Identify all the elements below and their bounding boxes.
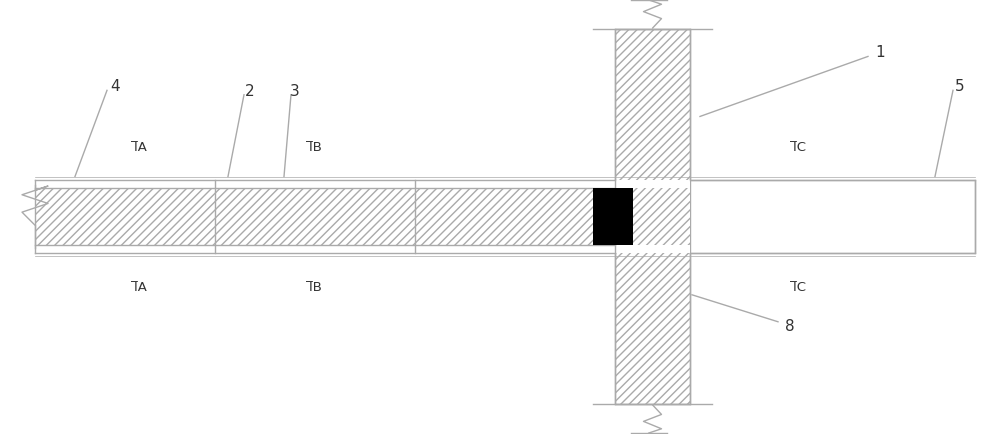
Text: 5: 5 (955, 79, 965, 94)
Bar (593, 189, 633, 245)
Bar (35, 189, 615, 245)
Text: I̅A: I̅A (134, 141, 146, 154)
Bar (615, 189, 690, 245)
Text: I̅C: I̅C (794, 280, 806, 293)
Text: I̅A: I̅A (134, 280, 146, 293)
Text: I̅C: I̅C (794, 141, 806, 154)
Text: 2: 2 (245, 84, 255, 99)
Bar (35, 180, 615, 254)
Text: I̅B: I̅B (309, 280, 321, 293)
Bar (615, 30, 690, 404)
Bar (615, 180, 690, 254)
Text: 8: 8 (785, 318, 795, 333)
Text: 1: 1 (875, 45, 885, 59)
Text: 4: 4 (110, 79, 120, 94)
Text: I̅B: I̅B (309, 141, 321, 154)
Bar (615, 30, 690, 404)
Text: 3: 3 (290, 84, 300, 99)
Bar (690, 180, 975, 254)
